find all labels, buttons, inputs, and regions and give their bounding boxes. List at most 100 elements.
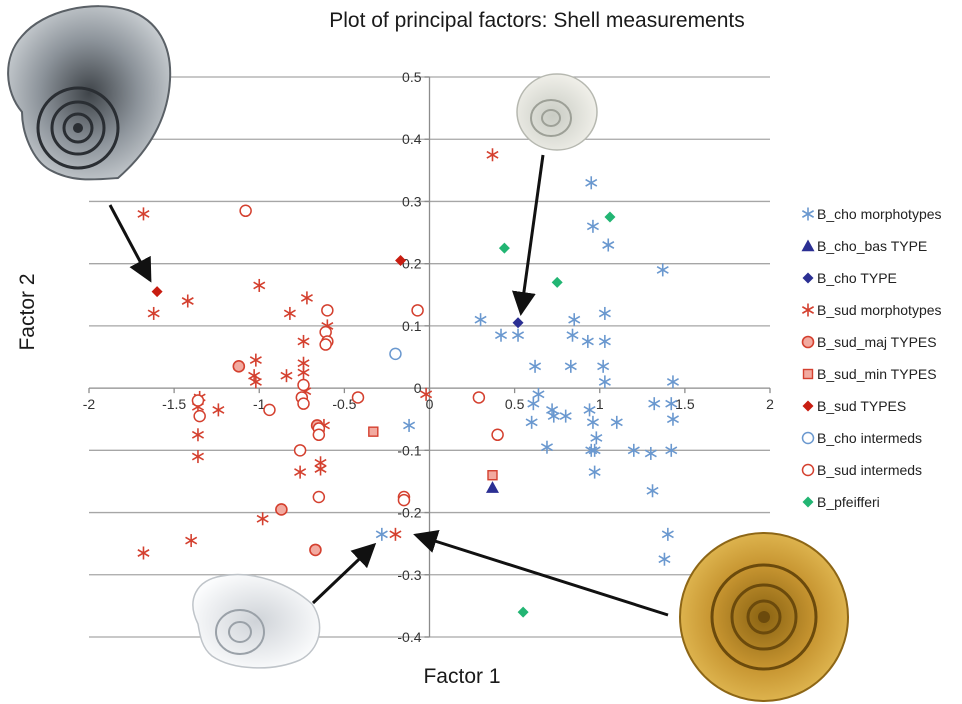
data-point bbox=[283, 306, 296, 320]
data-point bbox=[512, 317, 524, 329]
data-point bbox=[494, 328, 508, 342]
data-point bbox=[666, 375, 679, 389]
legend-label: B_cho_bas TYPE bbox=[817, 238, 927, 254]
data-point bbox=[529, 359, 542, 373]
data-point bbox=[420, 387, 433, 401]
data-point bbox=[665, 443, 678, 457]
data-point bbox=[249, 353, 262, 367]
data-point bbox=[598, 334, 611, 348]
legend-label: B_sud morphotypes bbox=[817, 302, 942, 318]
data-point bbox=[648, 397, 661, 411]
data-point bbox=[151, 286, 163, 298]
data-point bbox=[147, 306, 160, 320]
data-point bbox=[256, 512, 269, 526]
data-point bbox=[312, 490, 326, 504]
data-point bbox=[472, 391, 486, 404]
y-tick-label: 0 bbox=[414, 380, 422, 396]
data-point bbox=[604, 211, 616, 223]
legend-label: B_pfeifferi bbox=[817, 494, 880, 510]
data-point bbox=[627, 443, 640, 457]
legend-item: B_cho intermeds bbox=[801, 430, 922, 446]
data-point bbox=[181, 294, 194, 308]
legend-label: B_cho intermeds bbox=[817, 430, 922, 446]
callout-arrow-1 bbox=[108, 204, 152, 283]
data-point bbox=[300, 291, 313, 305]
data-point bbox=[293, 444, 307, 457]
y-tick-label: -0.4 bbox=[397, 629, 421, 645]
data-point bbox=[297, 397, 310, 410]
legend-marker bbox=[802, 368, 814, 380]
legend-item: B_sud TYPES bbox=[802, 398, 906, 414]
y-tick-label: 0.2 bbox=[402, 256, 422, 272]
shell-photo-bottom-right bbox=[679, 532, 849, 702]
data-point bbox=[491, 428, 504, 442]
legend-marker bbox=[801, 431, 815, 445]
y-axis-title: Factor 2 bbox=[16, 273, 39, 350]
legend-item: B_cho morphotypes bbox=[801, 206, 942, 222]
data-point bbox=[566, 328, 579, 342]
x-tick-label: -1.5 bbox=[162, 396, 186, 412]
legend-label: B_sud TYPES bbox=[817, 398, 906, 414]
data-point bbox=[312, 428, 326, 442]
data-point bbox=[597, 359, 610, 373]
legend-label: B_sud_min TYPES bbox=[817, 366, 937, 382]
data-point bbox=[665, 397, 678, 411]
data-point bbox=[551, 276, 563, 288]
data-point bbox=[368, 426, 379, 437]
data-point bbox=[590, 431, 603, 445]
x-tick-label: 1 bbox=[596, 396, 604, 412]
data-point bbox=[314, 462, 327, 476]
data-point bbox=[294, 465, 307, 479]
data-point bbox=[588, 465, 601, 479]
legend-marker bbox=[801, 463, 815, 477]
x-tick-label: -2 bbox=[83, 396, 96, 412]
data-point bbox=[253, 278, 266, 292]
data-point bbox=[498, 242, 510, 254]
x-tick-label: 0 bbox=[426, 396, 434, 412]
data-point bbox=[319, 338, 332, 351]
data-point bbox=[598, 375, 611, 389]
data-point bbox=[249, 375, 262, 389]
data-point bbox=[389, 527, 402, 541]
y-tick-label: -0.2 bbox=[397, 505, 421, 521]
data-point bbox=[137, 207, 150, 221]
data-point bbox=[525, 415, 538, 429]
y-tick-label: -0.3 bbox=[397, 567, 421, 583]
data-point bbox=[193, 409, 206, 423]
y-tick-label: 0.3 bbox=[402, 193, 422, 209]
data-point bbox=[275, 503, 288, 516]
data-point bbox=[666, 412, 679, 426]
x-tick-label: -1 bbox=[253, 396, 266, 412]
y-tick-label: -0.1 bbox=[397, 442, 421, 458]
data-point bbox=[137, 546, 150, 560]
legend-item: B_sud morphotypes bbox=[801, 302, 942, 318]
data-point bbox=[297, 366, 310, 380]
data-point bbox=[598, 306, 611, 320]
data-point bbox=[280, 369, 293, 383]
data-point bbox=[644, 446, 657, 460]
data-point bbox=[586, 415, 599, 429]
data-point bbox=[588, 443, 601, 457]
data-point bbox=[474, 313, 487, 327]
callout-arrow-2 bbox=[512, 154, 545, 316]
y-tick-label: 0.5 bbox=[402, 69, 422, 85]
data-point bbox=[297, 378, 310, 392]
x-tick-label: -0.5 bbox=[332, 396, 356, 412]
data-points bbox=[137, 148, 679, 618]
data-point bbox=[658, 552, 671, 566]
legend-label: B_sud_maj TYPES bbox=[817, 334, 937, 350]
data-point bbox=[485, 481, 499, 493]
data-point bbox=[232, 360, 246, 373]
data-point bbox=[656, 263, 669, 277]
data-point bbox=[185, 534, 198, 548]
data-point bbox=[321, 304, 334, 317]
data-point bbox=[395, 255, 407, 267]
legend-marker bbox=[802, 400, 814, 412]
legend-marker bbox=[802, 272, 814, 284]
data-point bbox=[512, 328, 525, 342]
data-point bbox=[586, 219, 599, 233]
x-tick-label: 2 bbox=[766, 396, 774, 412]
data-point bbox=[375, 527, 388, 541]
data-point bbox=[568, 313, 581, 327]
y-tick-label: 0.1 bbox=[402, 318, 422, 334]
